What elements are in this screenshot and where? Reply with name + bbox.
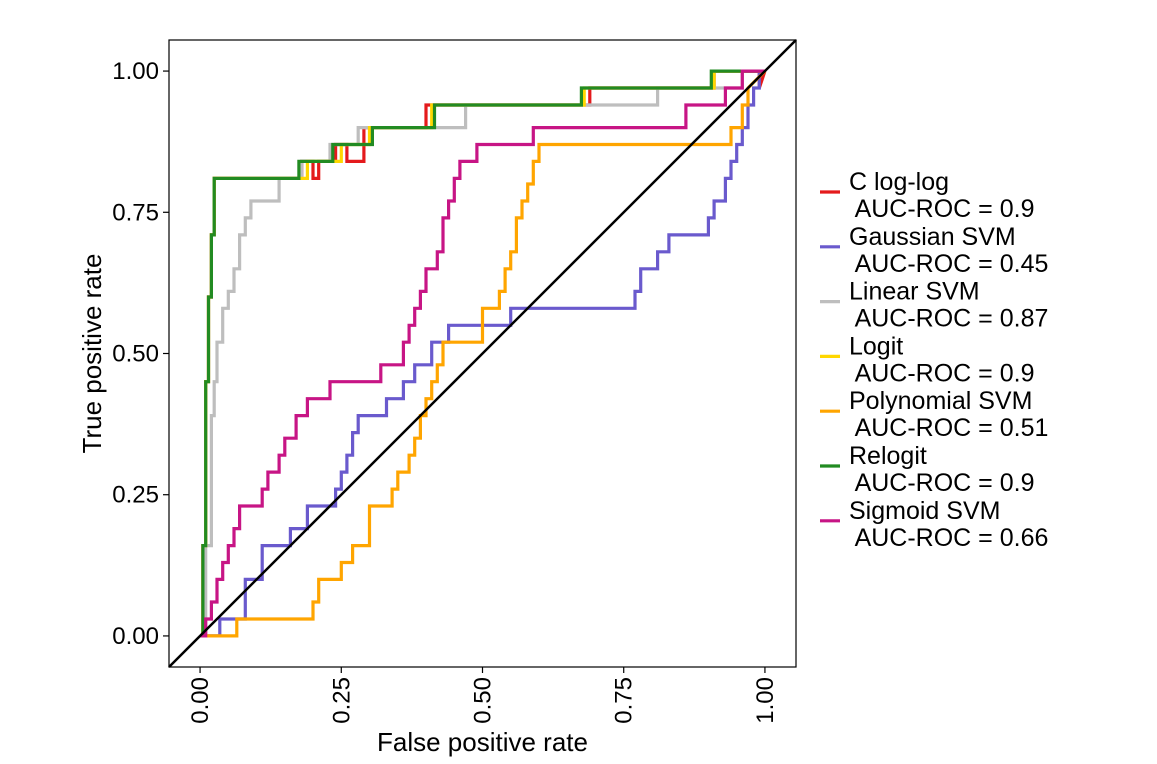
y-tick-label: 0.50 (112, 341, 159, 368)
roc-curves (200, 69, 767, 638)
diagonal-reference-line (168, 39, 797, 668)
y-tick-label: 0.00 (112, 623, 159, 650)
legend-auc-logit: AUC-ROC = 0.9 (849, 359, 1034, 387)
legend-auc-polynomial-svm: AUC-ROC = 0.51 (849, 414, 1048, 442)
x-axis-title: False positive rate (377, 727, 588, 757)
roc-curve-linear-svm (200, 69, 765, 638)
legend-label-gaussian-svm: Gaussian SVM (849, 223, 1016, 251)
y-axis-title: True positive rate (77, 254, 107, 454)
legend-auc-relogit: AUC-ROC = 0.9 (849, 469, 1034, 497)
legend-auc-sigmoid-svm: AUC-ROC = 0.66 (849, 524, 1048, 552)
legend-auc-linear-svm: AUC-ROC = 0.87 (849, 305, 1048, 333)
roc-curve-sigmoid-svm (200, 69, 765, 638)
y-axis: 0.00 0.25 0.50 0.75 1.00 (112, 58, 169, 650)
x-tick-label: 0.00 (187, 677, 214, 724)
legend-label-linear-svm: Linear SVM (849, 278, 980, 306)
y-tick-label: 1.00 (112, 58, 159, 85)
x-tick-label: 1.00 (752, 677, 779, 724)
x-tick-label: 0.75 (611, 677, 638, 724)
legend-label-logit: Logit (849, 332, 903, 360)
legend-label-sigmoid-svm: Sigmoid SVM (849, 497, 1000, 525)
legend-label-polynomial-svm: Polynomial SVM (849, 387, 1032, 415)
roc-curve-relogit (200, 69, 765, 638)
y-tick-label: 0.25 (112, 482, 159, 509)
y-tick-label: 0.75 (112, 199, 159, 226)
legend-auc-c-log-log: AUC-ROC = 0.9 (849, 195, 1034, 223)
roc-curve-gaussian-svm (200, 69, 765, 638)
x-tick-label: 0.50 (470, 677, 497, 724)
x-axis: 0.00 0.25 0.50 0.75 1.00 (187, 667, 779, 724)
legend-label-c-log-log: C log-log (849, 168, 949, 196)
roc-curve-polynomial-svm (200, 69, 767, 638)
x-tick-label: 0.25 (328, 677, 355, 724)
legend-label-relogit: Relogit (849, 442, 927, 470)
legend-auc-gaussian-svm: AUC-ROC = 0.45 (849, 250, 1048, 278)
